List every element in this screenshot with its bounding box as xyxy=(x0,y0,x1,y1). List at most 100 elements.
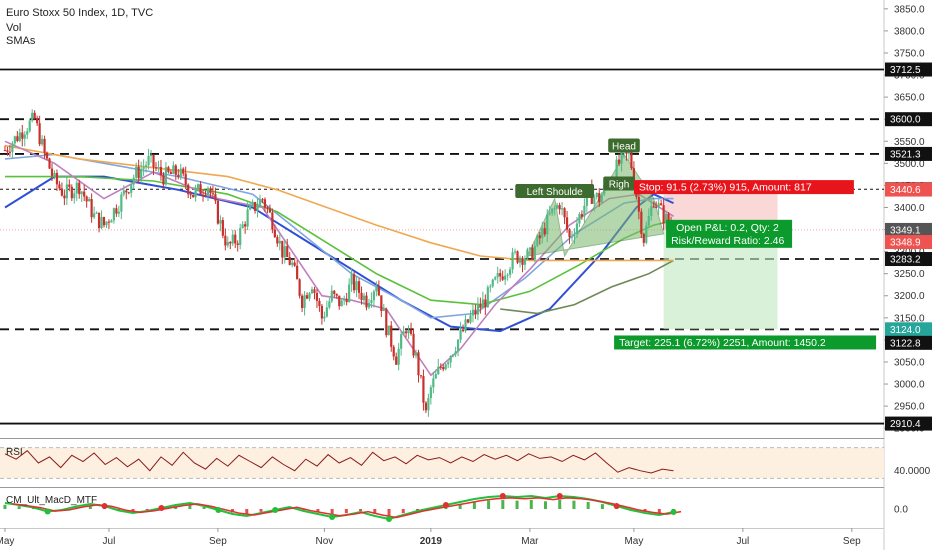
candle[interactable] xyxy=(508,269,512,275)
candle[interactable] xyxy=(229,242,232,244)
candle[interactable] xyxy=(447,362,450,365)
candle[interactable] xyxy=(323,316,326,319)
candle[interactable] xyxy=(593,196,596,204)
candle[interactable] xyxy=(26,131,29,135)
candle[interactable] xyxy=(263,199,267,208)
candle[interactable] xyxy=(558,205,561,210)
candle[interactable] xyxy=(568,229,571,238)
candle[interactable] xyxy=(345,299,348,303)
candle[interactable] xyxy=(466,319,470,323)
candle[interactable] xyxy=(370,300,373,303)
level-price-tag[interactable] xyxy=(885,112,932,127)
candle[interactable] xyxy=(38,123,41,145)
candle[interactable] xyxy=(575,223,579,235)
candle[interactable] xyxy=(417,352,420,376)
pnl-box[interactable] xyxy=(666,219,793,248)
candle[interactable] xyxy=(328,301,331,308)
candle[interactable] xyxy=(444,364,447,370)
candle[interactable] xyxy=(553,208,556,210)
candle[interactable] xyxy=(459,329,462,340)
candle[interactable] xyxy=(182,168,185,174)
candle[interactable] xyxy=(452,354,455,356)
candle[interactable] xyxy=(449,355,452,363)
candle[interactable] xyxy=(318,300,321,306)
candle[interactable] xyxy=(504,275,507,280)
candle[interactable] xyxy=(573,234,576,237)
candle[interactable] xyxy=(167,167,170,172)
candle[interactable] xyxy=(184,173,187,185)
candle[interactable] xyxy=(367,302,371,308)
candle[interactable] xyxy=(533,245,536,260)
candle[interactable] xyxy=(204,194,207,196)
sma-line[interactable] xyxy=(4,153,674,319)
candle[interactable] xyxy=(226,242,229,246)
candle[interactable] xyxy=(45,152,49,159)
candle[interactable] xyxy=(556,205,559,209)
level-price-tag[interactable] xyxy=(885,416,932,431)
candle[interactable] xyxy=(194,188,197,198)
candle[interactable] xyxy=(291,262,294,265)
candle[interactable] xyxy=(85,196,88,202)
candle[interactable] xyxy=(419,375,423,377)
candle[interactable] xyxy=(246,209,249,227)
candle[interactable] xyxy=(125,190,128,193)
candle[interactable] xyxy=(308,293,311,299)
candle[interactable] xyxy=(427,398,430,411)
candle[interactable] xyxy=(442,366,445,370)
candle[interactable] xyxy=(395,356,398,365)
sma-line[interactable] xyxy=(500,259,674,315)
candle[interactable] xyxy=(387,325,390,336)
candle[interactable] xyxy=(325,307,328,317)
candle[interactable] xyxy=(293,262,296,266)
candle[interactable] xyxy=(372,291,376,301)
candle[interactable] xyxy=(528,247,532,250)
candle[interactable] xyxy=(169,171,172,174)
level-price-tag[interactable] xyxy=(885,62,932,77)
candle[interactable] xyxy=(179,168,182,177)
candle[interactable] xyxy=(501,276,504,280)
candle[interactable] xyxy=(241,224,244,229)
candle[interactable] xyxy=(298,279,301,296)
candle[interactable] xyxy=(95,212,98,214)
candle[interactable] xyxy=(439,366,442,368)
candle[interactable] xyxy=(305,295,309,299)
candle[interactable] xyxy=(496,273,499,278)
candle[interactable] xyxy=(159,166,163,175)
candle[interactable] xyxy=(489,286,492,288)
candle[interactable] xyxy=(256,206,259,211)
candle[interactable] xyxy=(172,165,175,174)
candle[interactable] xyxy=(538,235,541,239)
candle[interactable] xyxy=(660,203,663,206)
candle[interactable] xyxy=(40,138,44,145)
candle[interactable] xyxy=(288,256,291,265)
candle[interactable] xyxy=(187,184,190,195)
candle[interactable] xyxy=(92,213,96,218)
candle[interactable] xyxy=(33,112,36,119)
candle[interactable] xyxy=(281,240,284,258)
candle[interactable] xyxy=(135,166,138,178)
stop-label-box[interactable] xyxy=(633,180,854,195)
candle[interactable] xyxy=(80,191,83,195)
candle[interactable] xyxy=(382,309,385,312)
price-tag[interactable] xyxy=(885,182,932,197)
candle[interactable] xyxy=(50,168,54,176)
candle[interactable] xyxy=(595,193,598,197)
candle[interactable] xyxy=(206,188,210,196)
candle[interactable] xyxy=(637,196,640,212)
candle[interactable] xyxy=(58,184,61,189)
candle[interactable] xyxy=(28,120,31,132)
candle[interactable] xyxy=(664,213,668,224)
candle[interactable] xyxy=(560,208,564,210)
candle[interactable] xyxy=(355,281,358,291)
candle[interactable] xyxy=(615,159,618,181)
candle[interactable] xyxy=(162,174,165,185)
candle[interactable] xyxy=(476,304,480,315)
candle[interactable] xyxy=(224,235,227,246)
candle[interactable] xyxy=(650,206,653,216)
candle[interactable] xyxy=(244,224,247,227)
candle[interactable] xyxy=(48,158,51,169)
candle[interactable] xyxy=(31,112,34,121)
rsi-line[interactable] xyxy=(4,450,674,474)
candle[interactable] xyxy=(88,198,91,202)
